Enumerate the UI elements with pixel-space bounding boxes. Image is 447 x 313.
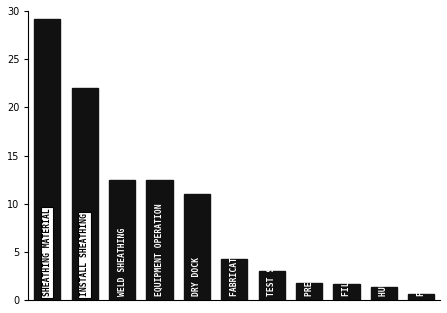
Bar (408, 294, 434, 300)
Bar (371, 287, 397, 300)
Text: EQUIPMENT OPERATION: EQUIPMENT OPERATION (155, 203, 164, 296)
Bar (184, 194, 210, 300)
Bar (258, 271, 285, 300)
Text: FABRICATE PLATES: FABRICATE PLATES (230, 218, 239, 296)
Text: TEST SHEATHING: TEST SHEATHING (267, 228, 276, 296)
Text: DRY DOCK: DRY DOCK (192, 257, 201, 296)
Text: SHEATHING MATERIAL: SHEATHING MATERIAL (42, 208, 52, 296)
Text: FLEET VESSEL: FLEET VESSEL (417, 238, 426, 296)
Text: FILLER MATERIAL: FILLER MATERIAL (342, 223, 351, 296)
Bar (221, 259, 247, 300)
Bar (109, 180, 135, 300)
Text: INSTALL SHEATHING: INSTALL SHEATHING (80, 213, 89, 296)
Text: PREPARATION OF STEEL HULL: PREPARATION OF STEEL HULL (304, 174, 314, 296)
Bar (34, 19, 60, 300)
Bar (72, 88, 98, 300)
Bar (333, 284, 359, 300)
Text: HULL INSPECTION: HULL INSPECTION (380, 223, 388, 296)
Text: WELD SHEATHING: WELD SHEATHING (118, 228, 127, 296)
Bar (296, 283, 322, 300)
Bar (146, 180, 173, 300)
